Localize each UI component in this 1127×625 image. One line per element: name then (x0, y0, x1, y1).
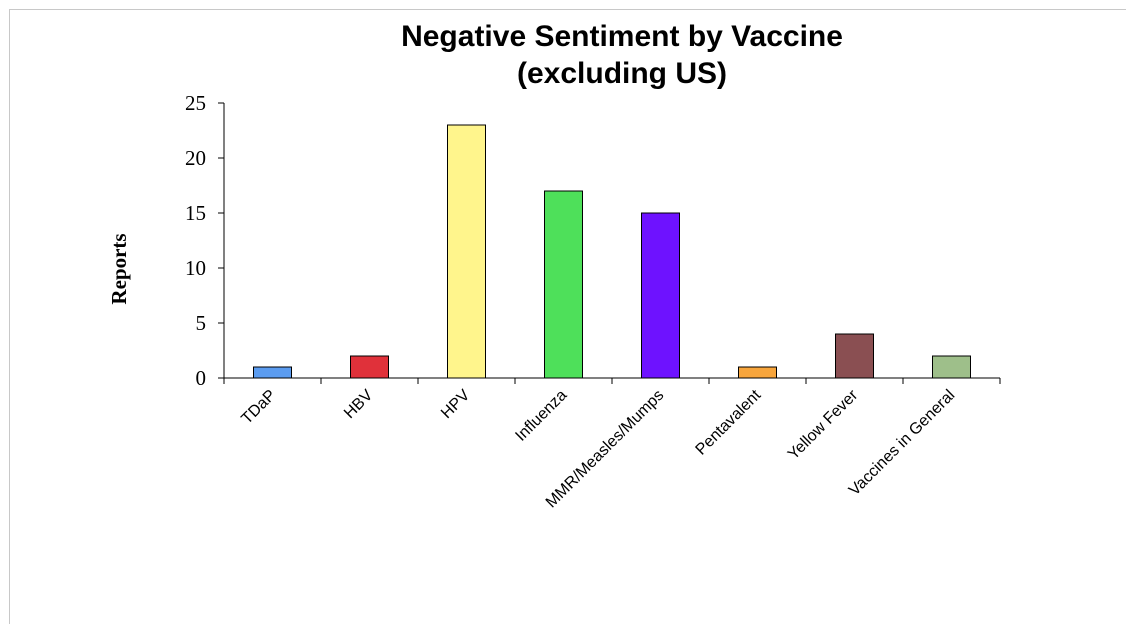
x-tick-label: Vaccines in General (846, 387, 958, 499)
bar-hpv (447, 124, 486, 379)
bar-vaccines-in-general (932, 355, 971, 379)
y-tick-label: 10 (185, 256, 206, 280)
bar-mmr-measles-mumps (641, 212, 680, 379)
chart-subtitle: (excluding US) (517, 57, 727, 90)
bar-hbv (350, 355, 389, 379)
bar-yellow-fever (835, 333, 874, 379)
x-tick-label: TDaP (238, 387, 279, 428)
x-tick-label: HBV (341, 387, 377, 423)
y-tick-label: 0 (196, 366, 207, 390)
bar-pentavalent (738, 366, 777, 379)
y-tick-label: 5 (196, 311, 207, 335)
bar-influenza (544, 190, 583, 379)
chart-frame (9, 9, 1126, 624)
x-tick-label: HPV (438, 387, 474, 423)
bar-tdap (253, 366, 292, 379)
y-tick-label: 20 (185, 146, 206, 170)
y-tick-label: 15 (185, 201, 206, 225)
y-tick-label: 25 (185, 91, 206, 115)
y-axis-label: Reports (107, 233, 131, 304)
x-tick-label: Influenza (512, 387, 570, 445)
x-tick-label: Yellow Fever (785, 386, 862, 463)
chart-title: Negative Sentiment by Vaccine (401, 20, 843, 53)
x-tick-label: Pentavalent (693, 386, 765, 458)
